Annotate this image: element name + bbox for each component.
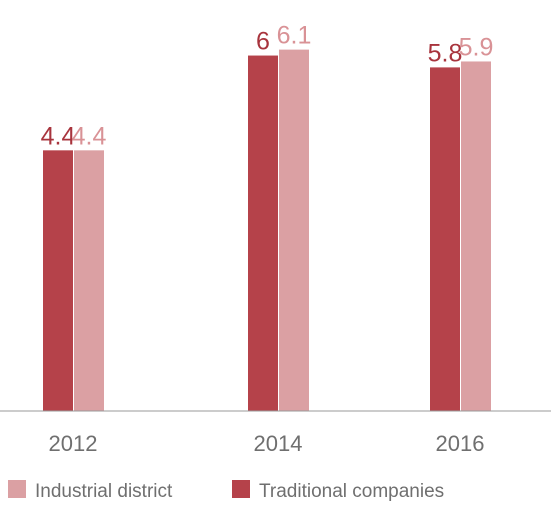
legend-label: Industrial district bbox=[35, 481, 173, 502]
legend-swatch bbox=[232, 480, 250, 498]
legend-swatch bbox=[8, 480, 26, 498]
data-label: 6.1 bbox=[277, 22, 312, 50]
x-tick-label: 2012 bbox=[49, 431, 98, 456]
bar bbox=[248, 55, 278, 411]
bar bbox=[279, 49, 309, 411]
data-label: 4.4 bbox=[41, 122, 76, 150]
bar bbox=[74, 150, 104, 412]
legend-label: Traditional companies bbox=[259, 481, 444, 502]
data-label: 5.8 bbox=[428, 39, 463, 67]
x-tick-label: 2014 bbox=[254, 431, 303, 456]
data-label: 6 bbox=[256, 28, 270, 56]
bar bbox=[430, 67, 460, 412]
bar bbox=[461, 61, 491, 411]
x-tick-label: 2016 bbox=[436, 431, 485, 456]
data-label: 4.4 bbox=[72, 122, 107, 150]
data-label: 5.9 bbox=[459, 33, 494, 61]
bar bbox=[43, 150, 73, 412]
